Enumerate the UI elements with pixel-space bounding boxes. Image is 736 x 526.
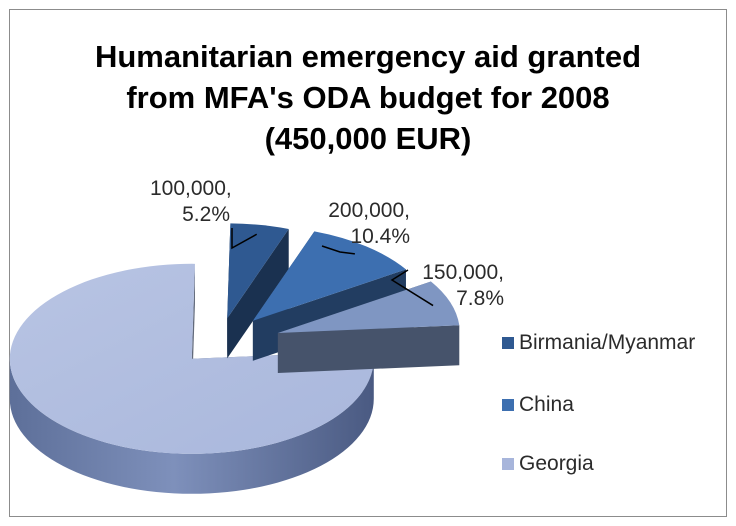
legend-item-birmania-myanmar: Birmania/Myanmar	[502, 330, 695, 356]
data-label-slice-3: 150,000, 7.8%	[408, 260, 504, 312]
chart-title-line: (450,000 EUR)	[264, 121, 472, 156]
pie-slice-wall	[227, 228, 289, 359]
data-label-leader-line	[390, 269, 434, 307]
chart-title: Humanitarian emergency aid granted from …	[0, 36, 736, 159]
chart-title-line: from MFA's ODA budget for 2008	[126, 80, 610, 115]
pie-slice-side	[9, 358, 374, 494]
chart-title-line: Humanitarian emergency aid granted	[94, 39, 642, 74]
pie-slice-top	[9, 263, 374, 454]
legend-item-china: China	[502, 392, 574, 418]
pie-slice-top	[252, 231, 406, 321]
data-label-value: 200,000,	[328, 199, 410, 222]
data-label-value: 100,000,	[150, 177, 232, 200]
legend-label: Georgia	[519, 452, 594, 475]
data-label-slice-1: 100,000, 5.2%	[150, 176, 232, 228]
legend-swatch	[502, 337, 514, 349]
legend-swatch	[502, 399, 514, 411]
pie-slice-3	[277, 281, 460, 373]
data-label-slice-2: 200,000, 10.4%	[314, 198, 410, 250]
data-label-leader-line	[231, 228, 258, 250]
pie-slice-top	[227, 223, 289, 319]
data-label-percent: 5.2%	[182, 203, 230, 226]
legend-label: Birmania/Myanmar	[519, 331, 696, 354]
legend-item-georgia: Georgia	[502, 451, 594, 477]
data-label-percent: 10.4%	[350, 225, 410, 248]
legend-swatch	[502, 458, 514, 470]
data-label-leader-line	[321, 245, 355, 255]
data-label-value: 150,000,	[422, 261, 504, 284]
data-label-percent: 7.8%	[456, 287, 504, 310]
pie-slice-wall	[277, 325, 460, 373]
pie-slice-1	[227, 223, 289, 359]
legend-label: China	[519, 393, 574, 416]
